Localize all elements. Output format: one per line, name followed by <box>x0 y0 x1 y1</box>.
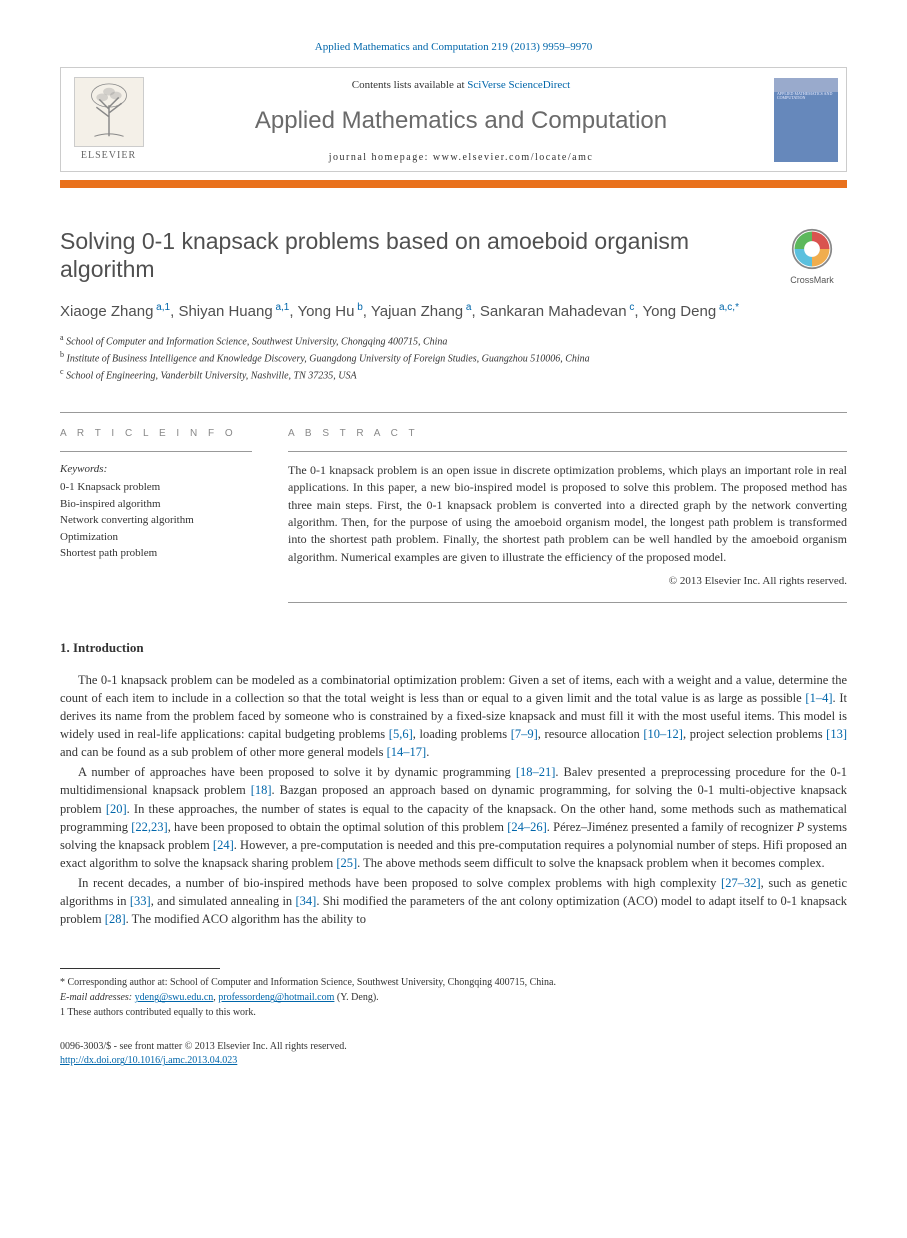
corresponding-author-note: * Corresponding author at: School of Com… <box>60 975 847 990</box>
issn-line: 0096-3003/$ - see front matter © 2013 El… <box>60 1040 847 1054</box>
author: Yong Hu b <box>297 303 362 320</box>
cover-title: APPLIED MATHEMATICS AND COMPUTATION <box>777 92 835 101</box>
homepage-label: journal homepage: <box>329 152 433 163</box>
keyword: Bio-inspired algorithm <box>60 496 252 513</box>
author: Sankaran Mahadevan c <box>480 303 635 320</box>
affiliation: b Institute of Business Intelligence and… <box>60 349 847 366</box>
keywords-label: Keywords: <box>60 462 252 477</box>
journal-name: Applied Mathematics and Computation <box>164 104 758 138</box>
article-info-label: A R T I C L E I N F O <box>60 427 252 441</box>
email-label: E-mail addresses: <box>60 992 135 1003</box>
abstract-text: The 0-1 knapsack problem is an open issu… <box>288 462 847 566</box>
contents-prefix: Contents lists available at <box>352 79 467 91</box>
article-info-column: A R T I C L E I N F O Keywords: 0-1 Knap… <box>60 413 270 603</box>
author: Yong Deng a,c,* <box>642 303 738 320</box>
section-heading-introduction: 1. Introduction <box>60 639 847 657</box>
paragraph: The 0-1 knapsack problem can be modeled … <box>60 671 847 762</box>
email-tail: (Y. Deng). <box>334 992 378 1003</box>
author-sup: a,c,* <box>716 302 739 313</box>
doi-link[interactable]: http://dx.doi.org/10.1016/j.amc.2013.04.… <box>60 1055 237 1066</box>
elsevier-wordmark: ELSEVIER <box>81 149 136 163</box>
abstract-column: A B S T R A C T The 0-1 knapsack problem… <box>270 413 847 603</box>
author-sup: a,1 <box>153 302 170 313</box>
author: Shiyan Huang a,1 <box>178 303 289 320</box>
sciencedirect-link[interactable]: SciVerse ScienceDirect <box>467 79 570 91</box>
author-list: Xiaoge Zhang a,1, Shiyan Huang a,1, Yong… <box>60 301 847 322</box>
affiliation: a School of Computer and Information Sci… <box>60 332 847 349</box>
header-center: Contents lists available at SciVerse Sci… <box>156 68 766 171</box>
author: Yajuan Zhang a <box>371 303 472 320</box>
journal-citation: Applied Mathematics and Computation 219 … <box>60 40 847 55</box>
author-sup: b <box>354 302 362 313</box>
email-link[interactable]: ydeng@swu.edu.cn <box>135 992 214 1003</box>
elsevier-logo-block: ELSEVIER <box>61 68 156 171</box>
keyword: Network converting algorithm <box>60 512 252 529</box>
homepage-url[interactable]: www.elsevier.com/locate/amc <box>433 152 593 163</box>
keyword: Shortest path problem <box>60 545 252 562</box>
abstract-label: A B S T R A C T <box>288 427 847 441</box>
journal-homepage: journal homepage: www.elsevier.com/locat… <box>164 151 758 165</box>
email-line: E-mail addresses: ydeng@swu.edu.cn, prof… <box>60 990 847 1005</box>
author: Xiaoge Zhang a,1 <box>60 303 170 320</box>
paragraph: In recent decades, a number of bio-inspi… <box>60 874 847 928</box>
contents-available-line: Contents lists available at SciVerse Sci… <box>164 78 758 93</box>
author-sup: c <box>627 302 635 313</box>
elsevier-tree-icon <box>74 77 144 147</box>
crossmark-label: CrossMark <box>777 274 847 287</box>
email-link[interactable]: professordeng@hotmail.com <box>218 992 334 1003</box>
copyright-line: © 2013 Elsevier Inc. All rights reserved… <box>288 574 847 589</box>
contribution-note: 1 These authors contributed equally to t… <box>60 1005 847 1020</box>
crossmark-badge[interactable]: CrossMark <box>777 228 847 286</box>
journal-cover-thumb: APPLIED MATHEMATICS AND COMPUTATION <box>766 68 846 171</box>
journal-header: ELSEVIER Contents lists available at Sci… <box>60 67 847 172</box>
footnotes: * Corresponding author at: School of Com… <box>60 968 847 1020</box>
article-title: Solving 0-1 knapsack problems based on a… <box>60 228 777 283</box>
author-sup: a,1 <box>273 302 290 313</box>
orange-divider <box>60 180 847 188</box>
affiliation: c School of Engineering, Vanderbilt Univ… <box>60 366 847 383</box>
author-sup: a <box>463 302 471 313</box>
bottom-copyright-block: 0096-3003/$ - see front matter © 2013 El… <box>60 1040 847 1068</box>
paragraph: A number of approaches have been propose… <box>60 763 847 872</box>
affiliations: a School of Computer and Information Sci… <box>60 332 847 384</box>
keyword: Optimization <box>60 529 252 546</box>
keyword: 0-1 Knapsack problem <box>60 479 252 496</box>
